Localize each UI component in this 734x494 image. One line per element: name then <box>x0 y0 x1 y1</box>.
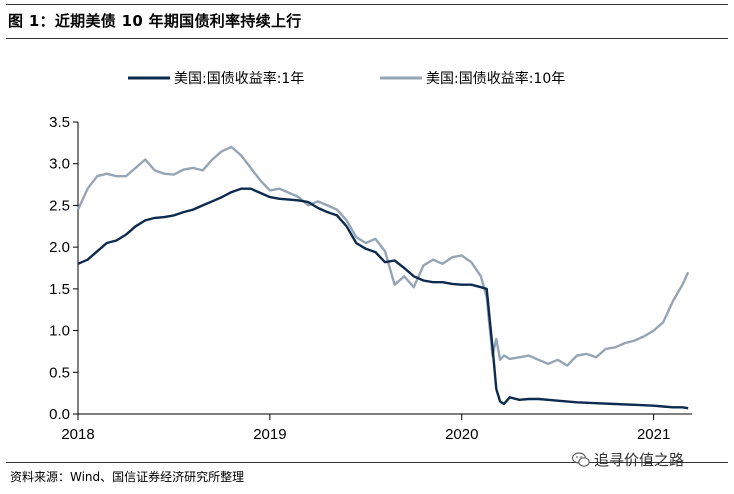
title-rule <box>6 38 728 39</box>
y-tick-label: 0.5 <box>49 364 70 381</box>
watermark: 追寻价值之路 <box>572 449 684 470</box>
y-tick-label: 2.5 <box>49 197 70 214</box>
y-tick-label: 0.0 <box>49 406 70 423</box>
legend-label-1y: 美国:国债收益率:1年 <box>174 70 304 87</box>
source-note: 资料来源：Wind、国信证券经济研究所整理 <box>10 470 245 484</box>
series-line-10y <box>76 145 690 367</box>
bottom-rule <box>6 462 728 463</box>
y-tick-label: 3.0 <box>49 156 70 173</box>
y-tick-label: 3.5 <box>49 114 70 131</box>
figure-title: 图 1：近期美债 10 年期国债利率持续上行 <box>8 12 302 30</box>
y-tick-label: 1.0 <box>49 323 70 340</box>
wechat-icon <box>572 452 590 467</box>
legend-label-10y: 美国:国债收益率:10年 <box>426 70 565 87</box>
chart-series <box>76 145 690 410</box>
watermark-text: 追寻价值之路 <box>594 451 685 469</box>
x-tick-label: 2021 <box>637 426 670 443</box>
x-tick-label: 2020 <box>445 426 478 443</box>
top-rule <box>6 4 728 5</box>
x-tick-label: 2018 <box>61 426 94 443</box>
series-line-1y <box>77 187 689 410</box>
y-tick-label: 1.5 <box>49 281 70 298</box>
y-tick-label: 2.0 <box>49 239 70 256</box>
x-tick-label: 2019 <box>253 426 286 443</box>
chart-legend: 美国:国债收益率:1年 美国:国债收益率:10年 <box>128 70 565 87</box>
chart-axes: 0.0 0.5 1.0 1.5 2.0 2.5 3.0 3.5 2018 2019 2020 2021 <box>49 114 692 443</box>
